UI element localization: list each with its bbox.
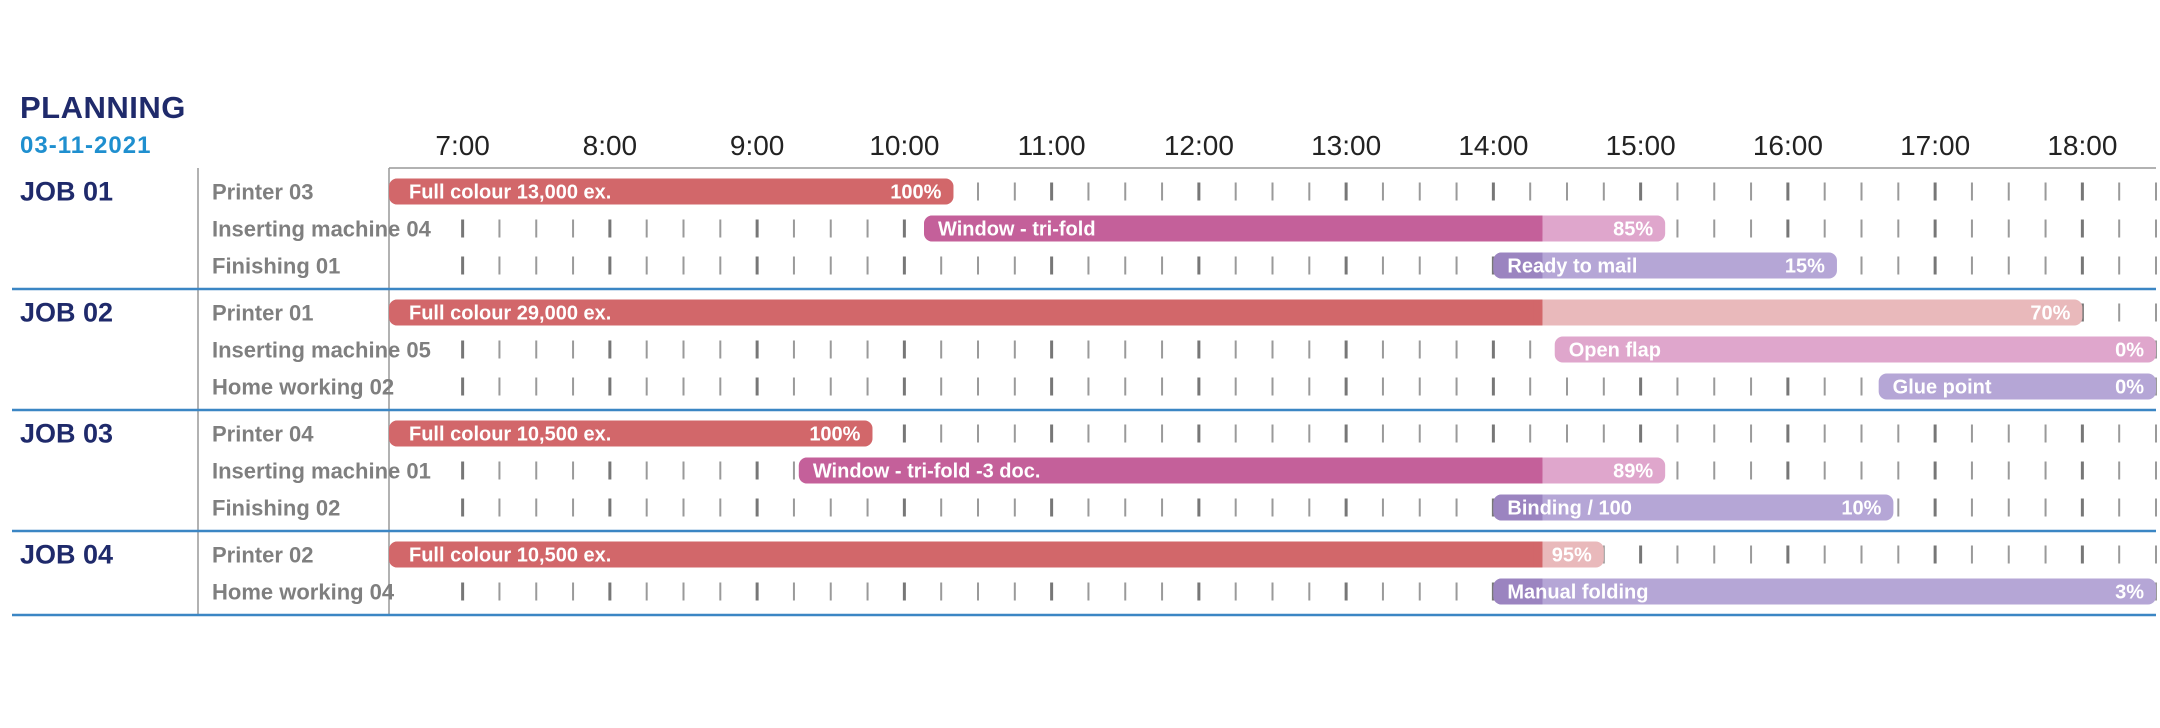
task-bar: Manual folding 3% — [1493, 578, 2156, 605]
task-bar-done — [1533, 299, 1543, 326]
machine-name: Home working 02 — [212, 375, 394, 400]
task-bar-done — [798, 457, 1543, 484]
task-bar-done — [389, 299, 1543, 326]
hour-label: 10:00 — [869, 130, 939, 161]
hour-label: 18:00 — [2047, 130, 2117, 161]
task-bar: Binding / 100 10% — [1493, 494, 1894, 521]
task-progress: 10% — [1841, 498, 1881, 520]
hour-label: 9:00 — [730, 130, 785, 161]
task-bar-done — [1533, 457, 1543, 484]
hour-label: 15:00 — [1606, 130, 1676, 161]
task-bar-remaining — [1554, 336, 2156, 363]
task-bar: Window - tri-fold -3 doc. 89% — [798, 457, 1666, 484]
page-title: PLANNING — [20, 90, 186, 125]
task-bar: Full colour 13,000 ex. 100% — [389, 178, 954, 205]
task-label: Open flap — [1569, 340, 1661, 362]
plan-date: 03-11-2021 — [20, 132, 152, 159]
job-name: JOB 03 — [20, 419, 113, 449]
task-bar-done — [1533, 215, 1543, 242]
hour-label: 17:00 — [1900, 130, 1970, 161]
task-progress: 70% — [2030, 303, 2070, 325]
task-bar: Open flap 0% — [1554, 336, 2156, 363]
task-bar-done — [389, 178, 954, 205]
task-bar: Full colour 29,000 ex. 70% — [389, 299, 2083, 326]
task-label: Full colour 10,500 ex. — [409, 424, 611, 446]
task-progress: 95% — [1552, 545, 1592, 567]
task-bar-done — [389, 541, 1543, 568]
task-label: Binding / 100 — [1507, 498, 1631, 520]
hour-label: 11:00 — [1018, 130, 1086, 161]
hour-label: 8:00 — [583, 130, 638, 161]
task-bar-done — [389, 420, 873, 447]
machine-name: Printer 02 — [212, 543, 314, 568]
job-name: JOB 02 — [20, 298, 113, 328]
task-bar-done — [924, 215, 1543, 242]
task-bar-done — [1493, 578, 1543, 605]
task-bar: Full colour 10,500 ex. 95% — [389, 541, 1604, 568]
hour-label: 7:00 — [435, 130, 490, 161]
task-bar-done — [1533, 578, 1543, 605]
task-progress: 0% — [2115, 340, 2144, 362]
task-progress: 100% — [890, 182, 941, 204]
task-bar-remaining — [1493, 252, 1837, 279]
machine-name: Finishing 01 — [212, 254, 340, 279]
job-name: JOB 01 — [20, 177, 113, 207]
task-label: Full colour 29,000 ex. — [409, 303, 611, 325]
task-bar: Full colour 10,500 ex. 100% — [389, 420, 873, 447]
task-label: Full colour 10,500 ex. — [409, 545, 611, 567]
machine-name: Printer 01 — [212, 301, 314, 326]
machine-name: Inserting machine 04 — [212, 217, 432, 242]
hour-label: 13:00 — [1311, 130, 1381, 161]
task-progress: 15% — [1785, 256, 1825, 278]
task-bar-done — [1533, 541, 1543, 568]
task-bar-done — [1493, 494, 1543, 521]
task-bar: Ready to mail 15% — [1493, 252, 1837, 279]
hour-label: 16:00 — [1753, 130, 1823, 161]
task-label: Ready to mail — [1507, 256, 1637, 278]
task-progress: 3% — [2115, 582, 2144, 604]
hour-label: 14:00 — [1458, 130, 1528, 161]
task-label: Manual folding — [1507, 582, 1648, 604]
task-bar-done — [1493, 252, 1543, 279]
task-bar-done — [1533, 494, 1543, 521]
task-bar-remaining — [1878, 373, 2156, 400]
task-progress: 89% — [1613, 461, 1653, 483]
job-name: JOB 04 — [20, 540, 113, 570]
task-bar: Window - tri-fold 85% — [924, 215, 1666, 242]
task-bar-remaining — [1493, 578, 2156, 605]
machine-name: Finishing 02 — [212, 496, 340, 521]
task-bar-remaining — [1493, 494, 1894, 521]
task-label: Window - tri-fold — [938, 219, 1096, 241]
task-label: Glue point — [1893, 377, 1992, 399]
machine-name: Home working 04 — [212, 580, 395, 605]
machine-name: Printer 04 — [212, 422, 314, 447]
hour-label: 12:00 — [1164, 130, 1234, 161]
task-progress: 85% — [1613, 219, 1653, 241]
task-label: Window - tri-fold -3 doc. — [813, 461, 1041, 483]
task-label: Full colour 13,000 ex. — [409, 182, 611, 204]
machine-name: Inserting machine 01 — [212, 459, 431, 484]
task-bar: Glue point 0% — [1878, 373, 2156, 400]
task-progress: 100% — [809, 424, 860, 446]
task-progress: 0% — [2115, 377, 2144, 399]
machine-name: Printer 03 — [212, 180, 314, 205]
task-bar-done — [1533, 252, 1543, 279]
machine-name: Inserting machine 05 — [212, 338, 431, 363]
